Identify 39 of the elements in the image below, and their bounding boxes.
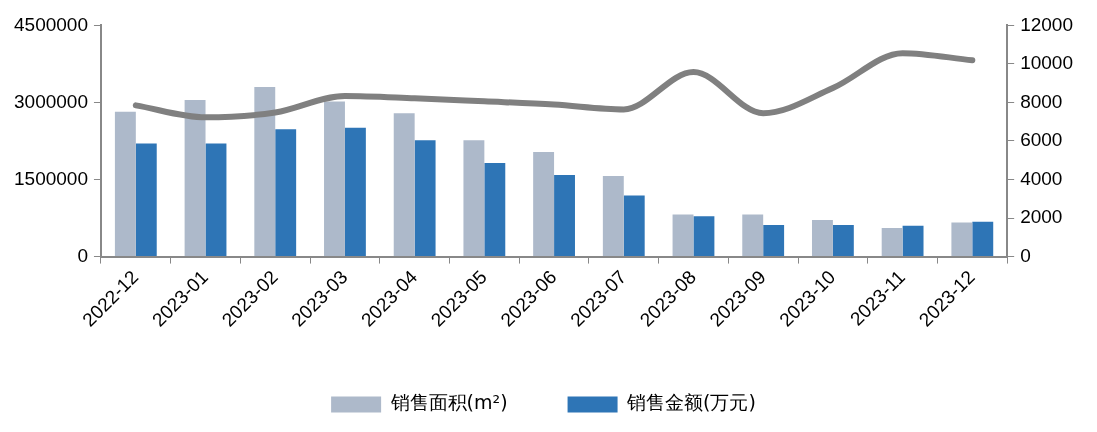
y-tick-label: 1500000 (14, 167, 88, 189)
bar (463, 140, 485, 257)
y-tick-label: 0 (77, 244, 88, 266)
bar (811, 220, 833, 257)
legend-label: 销售金额(万元) (626, 391, 756, 414)
bar (881, 228, 903, 257)
bar (951, 222, 973, 257)
y2-tick-label: 12000 (1020, 13, 1074, 35)
bar (324, 101, 345, 257)
y2-tick-label: 10000 (1020, 52, 1074, 74)
bar (763, 224, 785, 257)
bar (205, 143, 227, 257)
bar (623, 195, 645, 257)
bar (742, 214, 764, 257)
y2-tick-label: 6000 (1020, 129, 1063, 151)
legend-label: 销售面积(m²) (389, 391, 508, 414)
y-tick-label: 4500000 (14, 13, 88, 35)
bar (135, 143, 157, 257)
bar (484, 163, 506, 257)
bar (672, 214, 694, 257)
bar (972, 221, 994, 257)
bar (832, 224, 854, 257)
bar (693, 216, 715, 257)
bar (114, 111, 136, 257)
bar (344, 127, 366, 257)
bar (554, 174, 575, 257)
y2-tick-label: 4000 (1020, 167, 1063, 189)
bar (414, 140, 436, 257)
bar (393, 113, 415, 257)
bar (533, 152, 555, 257)
y2-tick-label: 8000 (1020, 90, 1063, 112)
bar (254, 87, 276, 257)
y2-tick-label: 0 (1020, 244, 1031, 266)
bar (184, 99, 206, 257)
y2-tick-label: 2000 (1020, 206, 1063, 228)
bar (275, 129, 297, 257)
bar (902, 225, 924, 257)
y-tick-label: 3000000 (14, 90, 88, 112)
bar (602, 175, 624, 257)
